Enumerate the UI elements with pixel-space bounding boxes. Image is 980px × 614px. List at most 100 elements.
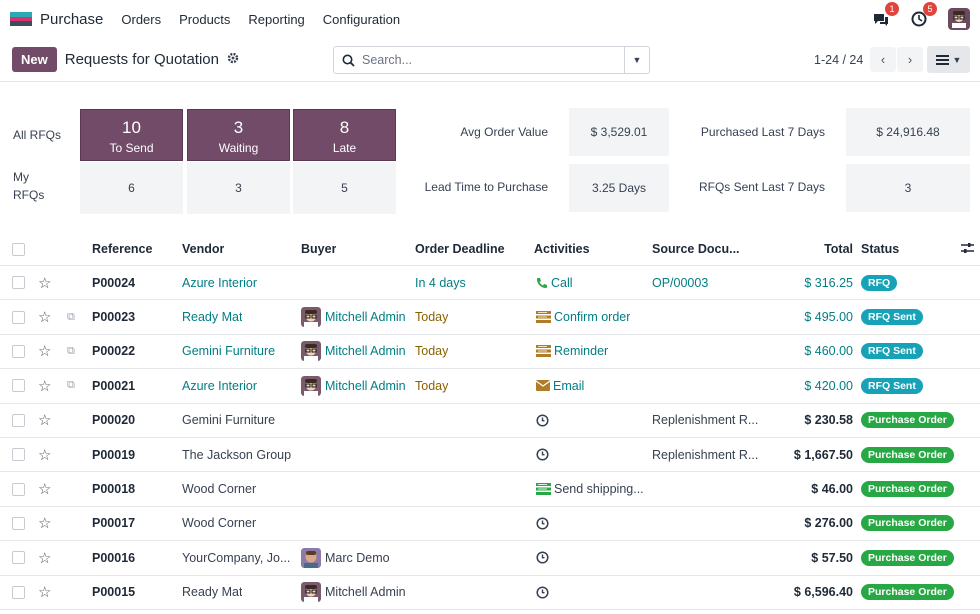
row-reference[interactable]: P00023: [92, 310, 136, 325]
user-avatar[interactable]: [948, 8, 970, 30]
copy-icon[interactable]: ⧉: [67, 379, 75, 392]
table-row[interactable]: ☆ P00024 Azure Interior In 4 days Call O…: [0, 266, 980, 301]
pager-previous-button[interactable]: ‹: [870, 47, 896, 72]
table-row[interactable]: ☆ ⧉ P00021 Azure Interior Mitchell Admin…: [0, 369, 980, 404]
tile-my-late[interactable]: 5: [293, 162, 396, 214]
tile-all-to-send[interactable]: 10 To Send: [80, 109, 183, 161]
row-vendor[interactable]: YourCompany, Jo...: [182, 550, 291, 565]
star-icon[interactable]: ☆: [38, 515, 52, 533]
star-icon[interactable]: ☆: [38, 584, 52, 602]
col-buyer[interactable]: Buyer: [301, 242, 337, 256]
tile-my-to-send[interactable]: 6: [80, 162, 183, 214]
col-total[interactable]: Total: [824, 242, 853, 256]
row-reference[interactable]: P00022: [92, 344, 136, 359]
row-vendor[interactable]: Wood Corner: [182, 516, 257, 531]
row-checkbox[interactable]: [12, 448, 25, 462]
row-reference[interactable]: P00018: [92, 482, 136, 497]
row-vendor[interactable]: Gemini Furniture: [182, 344, 276, 359]
row-checkbox[interactable]: [12, 310, 25, 324]
app-name[interactable]: Purchase: [40, 10, 104, 28]
search-input[interactable]: Search...: [362, 53, 413, 67]
col-activities[interactable]: Activities: [534, 242, 590, 256]
table-row[interactable]: ☆ ⧉ P00022 Gemini Furniture Mitchell Adm…: [0, 335, 980, 370]
tile-my-waiting[interactable]: 3: [187, 162, 290, 214]
col-status[interactable]: Status: [861, 242, 900, 256]
table-row[interactable]: ☆ P00017 Wood Corner $ 276.00 Purchase O…: [0, 507, 980, 542]
row-activity[interactable]: Confirm order: [536, 310, 630, 324]
col-order-deadline[interactable]: Order Deadline: [415, 242, 505, 256]
row-vendor[interactable]: Ready Mat: [182, 585, 243, 600]
row-buyer[interactable]: Mitchell Admin: [301, 375, 406, 396]
optional-columns-icon[interactable]: [961, 242, 974, 257]
row-activity[interactable]: [536, 586, 552, 599]
row-reference[interactable]: P00017: [92, 516, 136, 531]
row-checkbox[interactable]: [12, 379, 25, 393]
row-vendor[interactable]: Gemini Furniture: [182, 413, 276, 428]
star-icon[interactable]: ☆: [38, 343, 52, 361]
tile-all-late[interactable]: 8 Late: [293, 109, 396, 161]
col-reference[interactable]: Reference: [92, 242, 153, 256]
row-reference[interactable]: P00019: [92, 447, 136, 462]
row-buyer[interactable]: Mitchell Admin: [301, 582, 406, 603]
row-buyer[interactable]: Mitchell Admin: [301, 341, 406, 362]
row-checkbox[interactable]: [12, 344, 25, 358]
table-row[interactable]: ☆ P00018 Wood Corner Send shipping... $ …: [0, 472, 980, 507]
row-activity[interactable]: [536, 517, 552, 530]
star-icon[interactable]: ☆: [38, 377, 52, 395]
messages-icon[interactable]: 1: [872, 2, 899, 28]
row-activity[interactable]: [536, 448, 552, 461]
view-switcher-button[interactable]: ▼: [927, 46, 970, 73]
select-all-checkbox[interactable]: [12, 242, 25, 256]
row-activity[interactable]: Call: [536, 276, 573, 290]
row-vendor[interactable]: The Jackson Group: [182, 447, 292, 462]
row-checkbox[interactable]: [12, 585, 25, 599]
row-reference[interactable]: P00016: [92, 550, 136, 565]
nav-configuration[interactable]: Configuration: [322, 11, 401, 27]
table-row[interactable]: ☆ P00019 The Jackson Group Replenishment…: [0, 438, 980, 473]
row-activity[interactable]: Email: [536, 379, 584, 393]
row-activity[interactable]: Send shipping...: [536, 482, 644, 496]
table-row[interactable]: ☆ P00020 Gemini Furniture Replenishment …: [0, 404, 980, 438]
row-vendor[interactable]: Azure Interior: [182, 378, 258, 393]
activities-clock-icon[interactable]: 5: [910, 2, 937, 28]
row-reference[interactable]: P00015: [92, 585, 136, 600]
nav-orders[interactable]: Orders: [121, 11, 162, 27]
row-reference[interactable]: P00024: [92, 275, 136, 290]
star-icon[interactable]: ☆: [38, 309, 52, 327]
table-row[interactable]: ☆ P00016 YourCompany, Jo... Marc Demo $ …: [0, 541, 980, 576]
row-buyer[interactable]: Marc Demo: [301, 547, 390, 568]
table-row[interactable]: ☆ ⧉ P00023 Ready Mat Mitchell Admin Toda…: [0, 300, 980, 335]
star-icon[interactable]: ☆: [38, 446, 52, 464]
gear-icon[interactable]: [227, 52, 239, 67]
row-vendor[interactable]: Azure Interior: [182, 275, 258, 290]
row-checkbox[interactable]: [12, 276, 25, 290]
row-checkbox[interactable]: [12, 551, 25, 565]
row-reference[interactable]: P00020: [92, 413, 136, 428]
nav-reporting[interactable]: Reporting: [248, 11, 305, 27]
star-icon[interactable]: ☆: [38, 549, 52, 567]
pager-next-button[interactable]: ›: [897, 47, 923, 72]
star-icon[interactable]: ☆: [38, 274, 52, 292]
star-icon[interactable]: ☆: [38, 412, 52, 430]
row-activity[interactable]: Reminder: [536, 344, 608, 358]
row-activity[interactable]: [536, 414, 552, 427]
copy-icon[interactable]: ⧉: [67, 344, 75, 357]
col-vendor[interactable]: Vendor: [182, 242, 225, 256]
new-button[interactable]: New: [12, 47, 57, 72]
nav-products[interactable]: Products: [179, 11, 231, 27]
star-icon[interactable]: ☆: [38, 481, 52, 499]
search-options-toggle[interactable]: ▼: [624, 47, 649, 73]
search-bar[interactable]: Search... ▼: [333, 46, 650, 74]
row-vendor[interactable]: Ready Mat: [182, 310, 243, 325]
col-source-document[interactable]: Source Docu...: [652, 242, 740, 256]
pager-value[interactable]: 1-24 / 24: [814, 53, 864, 67]
row-checkbox[interactable]: [12, 413, 25, 427]
copy-icon[interactable]: ⧉: [67, 310, 75, 323]
row-checkbox[interactable]: [12, 516, 25, 530]
row-vendor[interactable]: Wood Corner: [182, 482, 257, 497]
table-row[interactable]: ☆ P00015 Ready Mat Mitchell Admin $ 6,59…: [0, 576, 980, 610]
row-reference[interactable]: P00021: [92, 378, 136, 393]
row-checkbox[interactable]: [12, 482, 25, 496]
tile-all-waiting[interactable]: 3 Waiting: [187, 109, 290, 161]
app-logo-icon[interactable]: [10, 12, 32, 27]
